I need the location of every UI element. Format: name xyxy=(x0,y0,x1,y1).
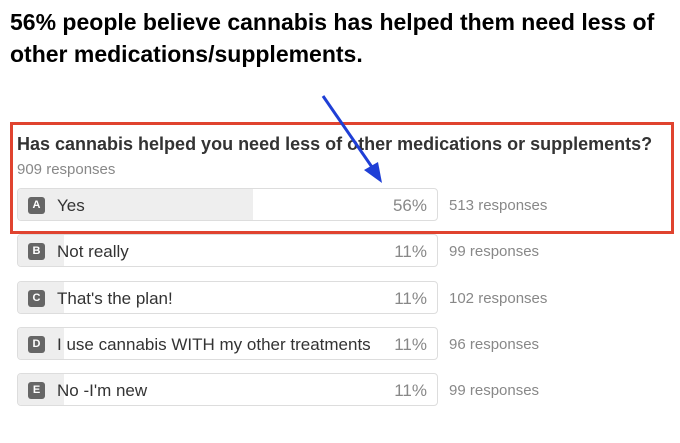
option-responses: 96 responses xyxy=(449,335,540,353)
option-percent: 11% xyxy=(394,381,427,401)
option-responses: 513 responses xyxy=(449,197,548,214)
poll-option: A Yes 56% xyxy=(17,188,438,221)
option-responses: 99 responses xyxy=(449,382,540,400)
option-label: Not really xyxy=(57,242,129,262)
poll-question: Has cannabis helped you need less of oth… xyxy=(17,134,653,154)
poll-option: E No -I'm new 11% xyxy=(17,373,438,407)
option-responses: 99 responses xyxy=(449,243,540,261)
option-label: That's the plan! xyxy=(57,288,173,308)
option-percent: 11% xyxy=(394,242,427,262)
percent-bar xyxy=(18,189,253,220)
option-percent: 11% xyxy=(394,334,427,354)
option-letter: D xyxy=(28,335,45,353)
option-letter: C xyxy=(28,289,45,307)
option-percent: 56% xyxy=(392,196,427,215)
total-responses: 909 responses xyxy=(17,161,116,178)
option-letter: A xyxy=(28,197,45,214)
option-label: No -I'm new xyxy=(57,381,148,401)
option-responses: 102 responses xyxy=(449,289,548,307)
poll-option: C That's the plan! 11% xyxy=(17,280,438,314)
option-label: I use cannabis WITH my other treatments xyxy=(57,334,371,354)
poll-option: B Not really 11% xyxy=(17,234,438,268)
option-percent: 11% xyxy=(394,288,427,308)
option-label: Yes xyxy=(57,196,85,215)
option-letter: B xyxy=(28,243,45,261)
headline: 56% people believe cannabis has helped t… xyxy=(10,9,655,67)
option-letter: E xyxy=(28,382,45,400)
poll-option: D I use cannabis WITH my other treatments… xyxy=(17,326,438,360)
